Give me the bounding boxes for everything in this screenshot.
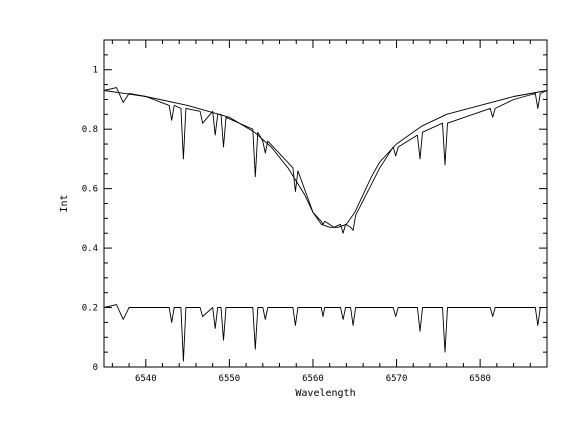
plot-frame [103,39,548,368]
model-profile-line [103,90,548,228]
y-tick-label: 0.4 [82,244,98,254]
residual-spectrum-line [103,304,547,362]
y-tick-label: 0.2 [82,304,98,314]
y-axis-label: Int [59,194,70,212]
x-tick-label: 6570 [386,374,408,384]
x-tick-label: 6550 [219,374,241,384]
y-tick-label: 0.8 [82,125,98,135]
axis-ticks [104,40,548,368]
y-tick-label: 0 [93,363,98,373]
x-tick-label: 6580 [469,374,491,384]
x-axis-label: Wavelength [295,388,355,399]
plot-border [103,39,548,368]
observed-spectrum-line [103,87,548,234]
tick-labels: 6540 6550 6560 6570 6580 0 0.2 0.4 0.6 0.8 1 [82,66,491,384]
y-tick-label: 1 [93,66,98,76]
y-tick-label: 0.6 [82,185,98,195]
x-tick-label: 6560 [302,374,324,384]
x-tick-label: 6540 [135,374,157,384]
series-lines [103,87,548,362]
